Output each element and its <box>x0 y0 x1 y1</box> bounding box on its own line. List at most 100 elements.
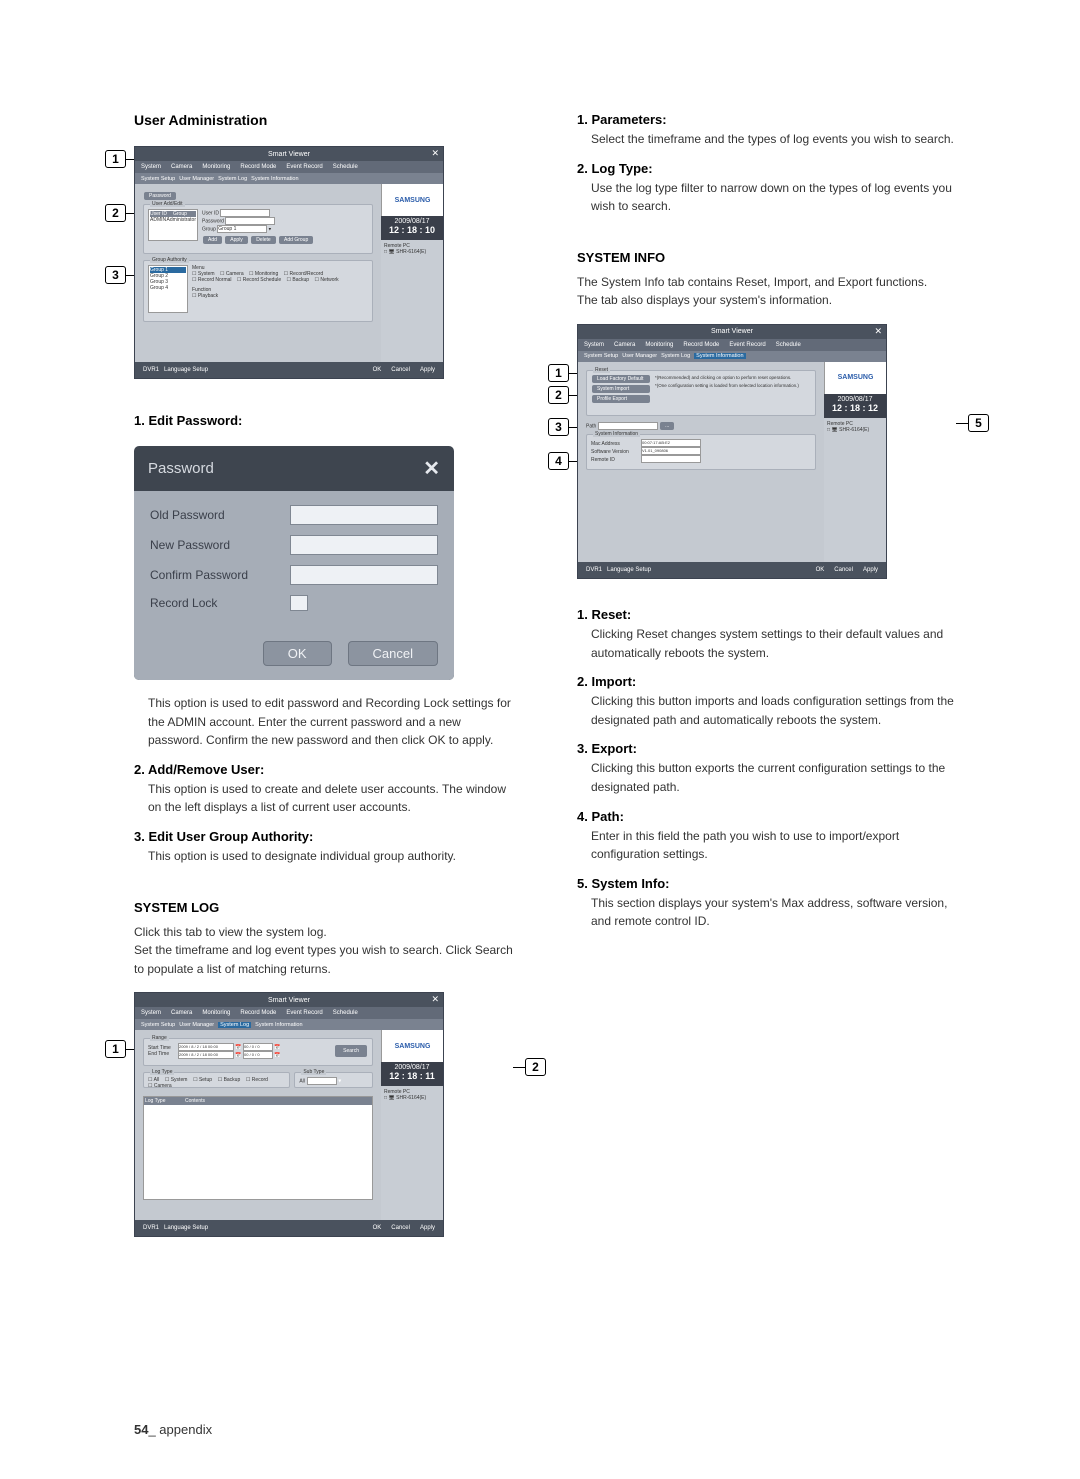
delete-button: Delete <box>251 236 275 244</box>
note: *(One configuration setting is loaded fr… <box>655 383 811 388</box>
reset-text: Clicking Reset changes system settings t… <box>577 625 960 662</box>
new-password-input[interactable] <box>290 535 438 555</box>
log-type-text: Use the log type filter to narrow down o… <box>577 179 960 216</box>
close-icon[interactable]: ✕ <box>423 456 440 481</box>
checkbox: Record Normal <box>192 277 232 283</box>
note: *(Recommended) and clicking on option to… <box>655 375 811 380</box>
close-icon: ✕ <box>874 326 882 337</box>
system-log-text: Click this tab to view the system log. S… <box>134 923 517 979</box>
checkbox: Backup <box>287 277 310 283</box>
screenshot-title: Smart Viewer <box>268 151 310 158</box>
cancel-button: Cancel <box>834 567 853 573</box>
page-footer: 54_ appendix <box>134 1422 212 1437</box>
form-label: Password <box>202 218 224 224</box>
screenshot-bottombar: DVR1 Language Setup OK Cancel Apply <box>135 362 443 378</box>
menu-item: Event Record <box>729 342 765 348</box>
time-label: 12 : 18 : 11 <box>381 1071 443 1081</box>
model-box: Remote PC □ 🖥 SHR-6164(E) <box>381 240 443 362</box>
menu-item: Camera <box>171 1010 192 1016</box>
new-password-label: New Password <box>150 538 290 552</box>
menu-item: Schedule <box>333 1010 358 1016</box>
screenshot-tabbar: System Setup User Manager System Log Sys… <box>135 173 443 184</box>
add-remove-text: This option is used to create and delete… <box>134 780 517 817</box>
screenshot-menubar: System Camera Monitoring Record Mode Eve… <box>135 161 443 173</box>
list-item: Group 4 <box>150 285 186 291</box>
confirm-password-input[interactable] <box>290 565 438 585</box>
user-admin-screenshot: Smart Viewer ✕ System Camera Monitoring … <box>134 146 444 379</box>
callout-1: 1 <box>105 150 126 168</box>
menu-item: Camera <box>171 164 192 170</box>
cell: Administrator <box>167 217 196 223</box>
callout-2: 2 <box>105 204 126 222</box>
reset-heading: 1. Reset: <box>577 607 960 622</box>
group-input: Group 1 <box>217 225 267 233</box>
apply-button: Apply <box>420 1225 435 1231</box>
time-label: 12 : 18 : 12 <box>824 403 886 413</box>
model-value: SHR-6164(E) <box>396 249 426 255</box>
sub-type-group: Sub Type All ▾ <box>294 1072 373 1088</box>
old-password-label: Old Password <box>150 508 290 522</box>
menu-item: Record Mode <box>240 164 276 170</box>
ok-button[interactable]: OK <box>263 641 332 666</box>
samsung-logo: SAMSUNG <box>824 362 886 394</box>
confirm-password-label: Confirm Password <box>150 568 290 582</box>
close-icon: ✕ <box>431 994 439 1005</box>
record-lock-checkbox[interactable] <box>290 595 308 611</box>
system-info-screenshot: Smart Viewer✕ System Camera Monitoring R… <box>577 324 887 579</box>
group-authority-group: Group Authority Group 1 Group 2 Group 3 … <box>143 260 373 322</box>
import-button: System Import <box>592 385 650 393</box>
password-button: Password <box>144 192 176 200</box>
callout-1: 1 <box>548 364 569 382</box>
export-text: Clicking this button exports the current… <box>577 759 960 796</box>
callout-3: 3 <box>548 418 569 436</box>
menu-item: Monitoring <box>645 342 673 348</box>
export-heading: 3. Export: <box>577 741 960 756</box>
screenshot-title: Smart Viewer <box>711 328 753 335</box>
cancel-button: Cancel <box>391 1225 410 1231</box>
group-label: User Add/Edit <box>150 201 185 207</box>
checkbox: Playback <box>192 293 218 299</box>
callout-line <box>513 1067 525 1068</box>
cancel-button: Cancel <box>391 367 410 373</box>
checkbox: Camera <box>148 1083 172 1089</box>
cancel-button[interactable]: Cancel <box>348 641 438 666</box>
callout-3: 3 <box>105 266 126 284</box>
page-number: 54 <box>134 1422 148 1437</box>
ok-button: OK <box>373 367 382 373</box>
group-label: Reset <box>593 367 610 373</box>
checkbox: Record <box>246 1077 268 1083</box>
tab-item: User Manager <box>622 353 657 359</box>
addgroup-button: Add Group <box>279 236 313 244</box>
userid-input <box>220 209 270 217</box>
group-label: Log Type <box>150 1069 174 1075</box>
group-label: Range <box>150 1035 169 1041</box>
screenshot-titlebar: Smart Viewer ✕ <box>135 147 443 161</box>
screenshot-body: SAMSUNG 2009/08/17 12 : 18 : 10 Remote P… <box>135 184 443 362</box>
parameters-heading: 1. Parameters: <box>577 112 960 127</box>
log-results: Log TypeContents <box>143 1096 373 1200</box>
form-label: User ID <box>202 210 219 216</box>
checkbox: Backup <box>218 1077 241 1083</box>
cell: ADMIN <box>150 217 167 223</box>
tab-item: System Setup <box>141 176 175 182</box>
tab-item: User Manager <box>179 176 214 182</box>
screenshot-title: Smart Viewer <box>268 997 310 1004</box>
tab-item: System Log <box>661 353 690 359</box>
samsung-logo: SAMSUNG <box>381 1030 443 1062</box>
edit-group-text: This option is used to designate individ… <box>134 847 517 866</box>
system-info-text-2: The tab also displays your system's info… <box>577 291 960 310</box>
form-label: Group <box>202 226 216 232</box>
user-edit-group: User Add/Edit User ID Group ADMINAdminist… <box>143 204 373 254</box>
group-list: Group 1 Group 2 Group 3 Group 4 <box>148 265 188 313</box>
callout-5: 5 <box>968 414 989 432</box>
checkbox: Setup <box>193 1077 212 1083</box>
system-info-text-1: The System Info tab contains Reset, Impo… <box>577 273 960 292</box>
log-type-heading: 2. Log Type: <box>577 161 960 176</box>
import-text: Clicking this button imports and loads c… <box>577 692 960 729</box>
old-password-input[interactable] <box>290 505 438 525</box>
ok-button: OK <box>816 567 825 573</box>
user-admin-heading: User Administration <box>134 112 517 128</box>
tab-item: System Information <box>251 176 298 182</box>
system-log-heading: SYSTEM LOG <box>134 900 517 915</box>
authority-checkboxes: Menu System Camera Monitoring Record/Rec… <box>192 265 368 313</box>
